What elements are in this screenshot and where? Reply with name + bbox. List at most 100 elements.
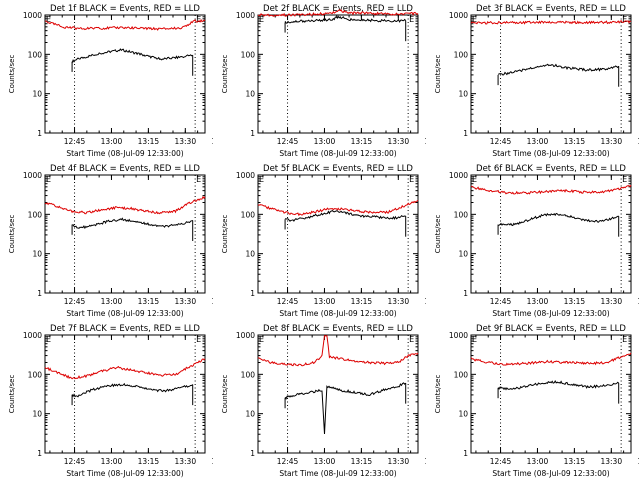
y-tick-label: 10	[32, 410, 42, 419]
detector-panel-1: Det 1f BLACK = Events, RED = LLD Counts/s…	[8, 4, 213, 158]
x-tick-label: 13:30	[600, 137, 622, 146]
y-tick-label: 10	[32, 250, 42, 259]
x-axis-label: Start Time (08-Jul-09 12:33:00)	[279, 469, 396, 478]
y-tick-label: 1	[37, 289, 42, 298]
event-marker-label: E	[259, 175, 264, 184]
x-tick-label: 13:00	[101, 457, 123, 466]
x-axis-label: Start Time (08-Jul-09 12:33:00)	[66, 149, 183, 158]
x-tick-label: 13:45	[637, 297, 639, 306]
panel-title: Det 5f BLACK = Events, RED = LLD	[263, 164, 413, 174]
x-tick-label: 12:45	[64, 457, 86, 466]
event-marker-label: E	[196, 15, 201, 24]
y-tick-label: 1	[463, 449, 468, 458]
events-series-line	[71, 382, 194, 398]
x-tick-label: 13:00	[314, 137, 336, 146]
x-tick-label: 12:45	[64, 297, 86, 306]
x-tick-label: 13:00	[314, 457, 336, 466]
x-axis-label: Start Time (08-Jul-09 12:33:00)	[66, 469, 183, 478]
x-tick-label: 13:00	[527, 297, 549, 306]
x-axis-label: Start Time (08-Jul-09 12:33:00)	[279, 149, 396, 158]
lld-series-line	[257, 9, 419, 17]
plot-frame	[44, 174, 206, 294]
event-marker-label: E	[196, 175, 201, 184]
plot-frame	[257, 334, 419, 454]
plot-frame	[470, 14, 632, 134]
events-series-line	[497, 379, 620, 391]
lld-series-line	[44, 195, 206, 215]
y-tick-label: 1	[250, 449, 255, 458]
event-marker-label: E	[259, 335, 264, 344]
y-axis-label: Counts/sec	[221, 215, 229, 254]
y-tick-label: 100	[241, 50, 256, 59]
x-tick-label: 13:30	[600, 297, 622, 306]
lld-series-line	[257, 335, 419, 367]
x-tick-label: 13:00	[101, 137, 123, 146]
x-tick-label: 13:15	[564, 137, 586, 146]
x-tick-label: 13:30	[600, 457, 622, 466]
events-series-line	[284, 15, 407, 24]
x-tick-label: 12:45	[277, 457, 299, 466]
x-tick-label: 13:30	[174, 137, 196, 146]
panel-title: Det 1f BLACK = Events, RED = LLD	[50, 4, 200, 14]
y-tick-label: 10	[32, 90, 42, 99]
event-marker-label: E	[259, 15, 264, 24]
x-tick-label: 12:45	[490, 137, 512, 146]
y-tick-label: 1000	[23, 11, 42, 20]
event-marker-label: E	[46, 15, 51, 24]
event-marker-label: E	[472, 15, 477, 24]
y-tick-label: 10	[458, 90, 468, 99]
x-tick-label: 13:45	[424, 457, 426, 466]
y-tick-label: 10	[245, 410, 255, 419]
event-marker-label: E	[196, 335, 201, 344]
plot-frame	[257, 14, 419, 134]
events-series-line	[284, 382, 407, 435]
x-tick-label: 13:15	[351, 297, 373, 306]
event-marker-label: E	[622, 15, 627, 24]
event-marker-label: E	[409, 15, 414, 24]
y-tick-label: 1	[37, 449, 42, 458]
x-tick-label: 13:15	[564, 297, 586, 306]
event-marker-label: E	[46, 175, 51, 184]
panel-title: Det 3f BLACK = Events, RED = LLD	[476, 4, 626, 14]
x-tick-label: 13:30	[174, 457, 196, 466]
x-tick-label: 13:15	[351, 457, 373, 466]
detector-panel-6: Det 6f BLACK = Events, RED = LLD Counts/s…	[434, 164, 639, 318]
y-tick-label: 1000	[449, 171, 468, 180]
y-tick-label: 100	[454, 370, 469, 379]
y-tick-label: 1000	[449, 331, 468, 340]
y-tick-label: 1	[463, 129, 468, 138]
detector-panel-3: Det 3f BLACK = Events, RED = LLD Counts/s…	[434, 4, 639, 158]
detector-panel-5: Det 5f BLACK = Events, RED = LLD Counts/s…	[221, 164, 426, 318]
lld-series-line	[44, 358, 206, 380]
y-axis-label: Counts/sec	[8, 55, 16, 94]
event-marker-label: E	[409, 175, 414, 184]
x-tick-label: 13:45	[424, 297, 426, 306]
x-tick-label: 13:00	[527, 137, 549, 146]
plot-frame	[257, 174, 419, 294]
lld-series-line	[257, 199, 419, 217]
y-tick-label: 10	[245, 250, 255, 259]
detector-panel-2: Det 2f BLACK = Events, RED = LLD Counts/s…	[221, 4, 426, 158]
x-tick-label: 12:45	[277, 137, 299, 146]
y-tick-label: 1000	[23, 331, 42, 340]
x-tick-label: 13:00	[101, 297, 123, 306]
y-axis-label: Counts/sec	[434, 215, 442, 254]
y-axis-label: Counts/sec	[8, 215, 16, 254]
y-tick-label: 1000	[236, 331, 255, 340]
events-series-line	[498, 63, 620, 76]
x-tick-label: 13:45	[424, 137, 426, 146]
x-tick-label: 13:15	[564, 457, 586, 466]
events-series-line	[71, 217, 193, 230]
x-tick-label: 13:30	[387, 457, 409, 466]
y-axis-label: Counts/sec	[434, 375, 442, 414]
plot-frame	[470, 334, 632, 454]
lld-series-line	[471, 184, 632, 195]
plot-frame	[44, 334, 206, 454]
lld-series-line	[44, 18, 206, 31]
y-tick-label: 10	[245, 90, 255, 99]
x-tick-label: 13:45	[211, 137, 213, 146]
event-marker-label: E	[472, 175, 477, 184]
x-axis-label: Start Time (08-Jul-09 12:33:00)	[492, 309, 609, 318]
detector-panel-7: Det 7f BLACK = Events, RED = LLD Counts/s…	[8, 324, 213, 478]
